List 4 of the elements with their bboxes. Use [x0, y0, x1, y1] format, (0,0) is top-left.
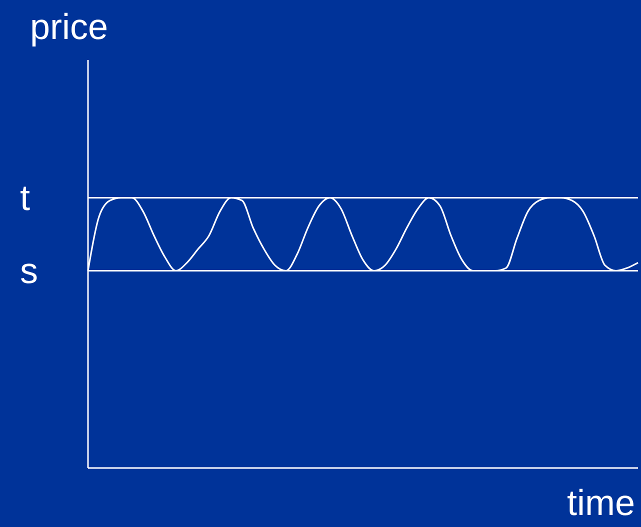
y-axis-title: price [30, 6, 108, 48]
x-axis-title: time [566, 482, 635, 524]
ref-line-label: t [20, 176, 30, 218]
ref-line-label: s [20, 250, 38, 291]
